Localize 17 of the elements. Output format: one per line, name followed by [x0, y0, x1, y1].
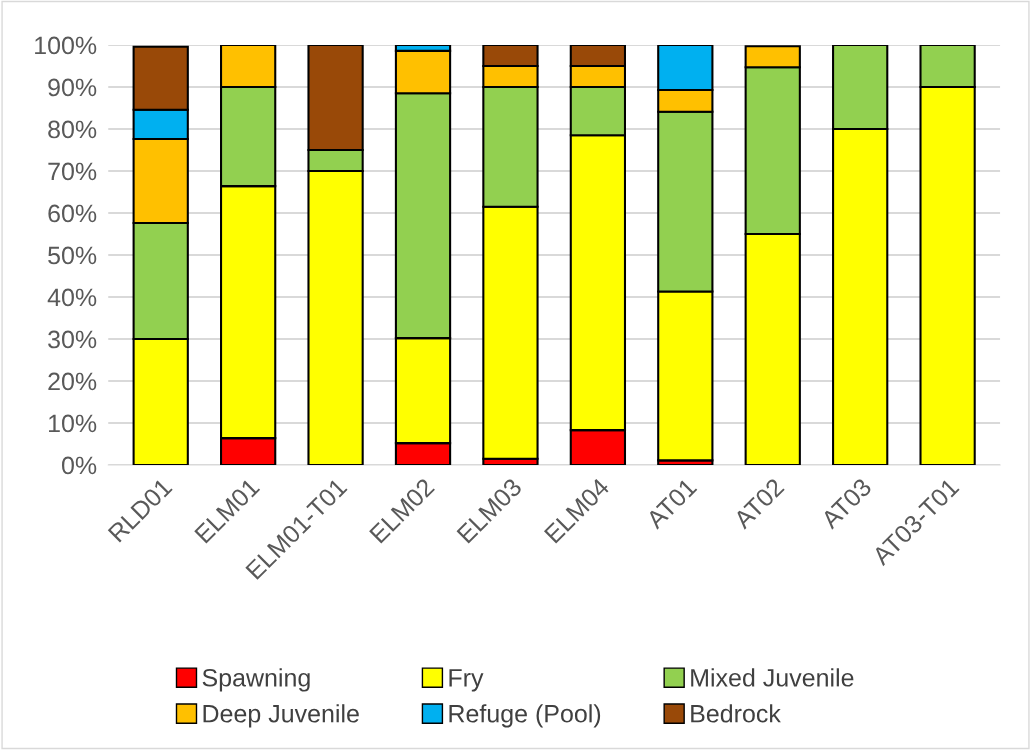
y-tick-label: 80%	[48, 120, 97, 139]
y-tick-label: 50%	[48, 246, 97, 265]
legend-label: Refuge (Pool)	[449, 704, 601, 728]
y-tick-label: 10%	[49, 414, 97, 433]
y-tick-label: 90%	[48, 78, 97, 97]
legend-label: Fry	[449, 669, 484, 692]
legend-label: Bedrock	[691, 704, 781, 723]
legend-label: Spawning	[202, 668, 310, 692]
y-tick-label: 60%	[48, 204, 97, 223]
y-tick-label: 20%	[48, 372, 97, 391]
y-tick-label: 40%	[47, 288, 97, 307]
y-tick-label: 100%	[35, 36, 97, 55]
y-tick-label: 30%	[48, 330, 97, 349]
y-tick-label: 70%	[48, 162, 97, 181]
legend-label: Mixed Juvenile	[691, 668, 854, 687]
legend-label: Deep Juvenile	[203, 704, 359, 728]
y-tick-label: 0%	[61, 456, 97, 475]
